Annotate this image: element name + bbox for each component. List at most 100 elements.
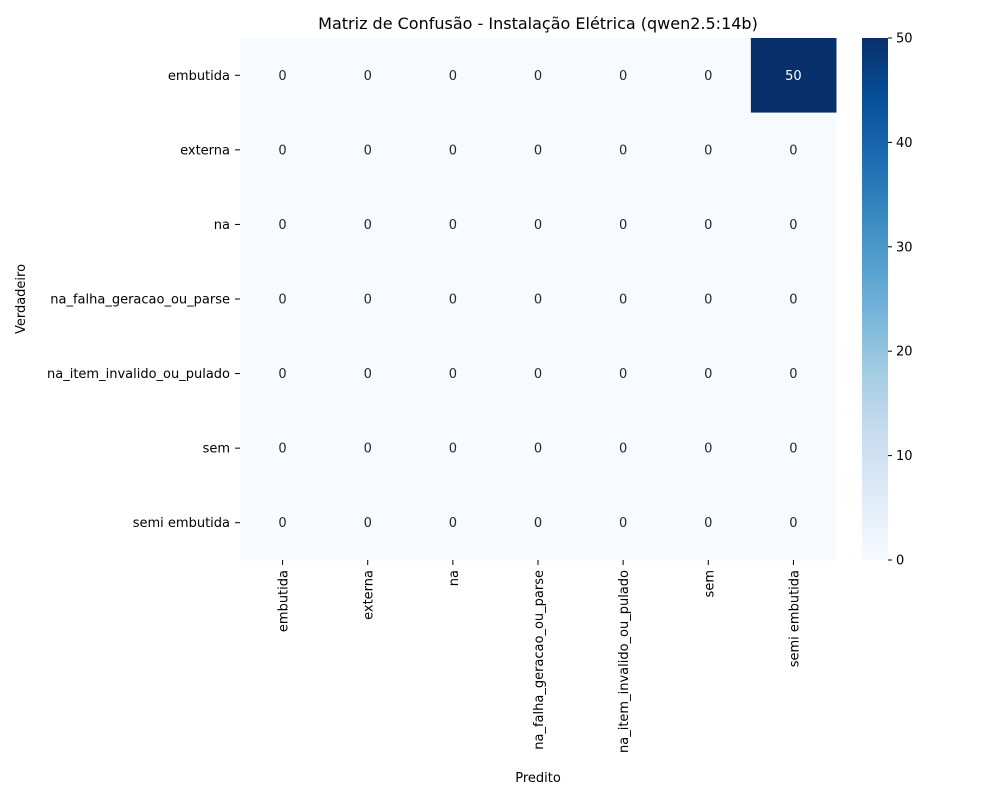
cell-value-label: 0: [449, 367, 457, 382]
heatmap-cell: [410, 187, 496, 263]
heatmap-cell: [325, 261, 411, 337]
heatmap-cell: [750, 112, 837, 188]
y-tick-label: na_item_invalido_ou_pulado: [47, 367, 230, 382]
colorbar-tick-label: 50: [896, 32, 913, 47]
heatmap-cell: [580, 112, 667, 188]
heatmap-cell: [665, 410, 752, 486]
heatmap-cell: [495, 485, 582, 561]
heatmap-cell: [750, 410, 837, 486]
cell-value-label: 0: [534, 69, 542, 84]
x-tick-label: na_falha_geracao_ou_parse: [532, 570, 547, 750]
heatmap-cell: [325, 336, 411, 412]
cell-value-label: 0: [534, 293, 542, 308]
y-tick-label: embutida: [168, 69, 230, 84]
heatmap-cell: [665, 187, 752, 263]
heatmap-cell: [410, 112, 496, 188]
colorbar-tick-label: 20: [896, 345, 913, 360]
cell-value-label: 0: [534, 367, 542, 382]
heatmap-cell: [665, 336, 752, 412]
cell-value-label: 0: [278, 442, 286, 457]
chart-title: Matriz de Confusão - Instalação Elétrica…: [318, 14, 758, 33]
colorbar-tick-label: 0: [896, 554, 904, 569]
cell-value-label: 0: [619, 218, 627, 233]
cell-value-label: 0: [619, 143, 627, 158]
x-tick-label: externa: [362, 570, 377, 620]
colorbar-tick-label: 30: [896, 240, 913, 255]
heatmap-cell: [325, 410, 411, 486]
cell-value-label: 0: [704, 293, 712, 308]
heatmap-cell: [495, 336, 582, 412]
heatmap-cell: [665, 261, 752, 337]
cell-value-label: 0: [534, 442, 542, 457]
heatmap-cell: [495, 261, 582, 337]
y-tick-label: externa: [180, 143, 230, 158]
cell-value-label: 0: [364, 143, 372, 158]
y-tick-label: sem: [203, 442, 230, 457]
heatmap-cell: [240, 485, 326, 561]
cell-value-label: 0: [789, 293, 797, 308]
y-axis-label: Verdadeiro: [14, 264, 29, 334]
x-axis-label: Predito: [515, 771, 561, 786]
heatmap-cell: [750, 38, 837, 114]
heatmap-cell: [580, 410, 667, 486]
cell-value-label: 0: [278, 516, 286, 531]
cell-value-label: 0: [364, 367, 372, 382]
heatmap-cell: [665, 485, 752, 561]
cell-value-label: 0: [704, 218, 712, 233]
cell-value-label: 0: [704, 367, 712, 382]
heatmap-cell: [325, 112, 411, 188]
heatmap-cell: [240, 410, 326, 486]
cell-value-label: 0: [449, 143, 457, 158]
heatmap-cell: [410, 38, 496, 114]
cell-value-label: 0: [364, 69, 372, 84]
cell-value-label: 0: [619, 69, 627, 84]
cell-value-label: 0: [619, 516, 627, 531]
cell-value-label: 0: [364, 218, 372, 233]
colorbar: [862, 38, 888, 560]
cell-value-label: 0: [704, 442, 712, 457]
heatmap-cell: [580, 336, 667, 412]
cell-value-label: 0: [704, 69, 712, 84]
x-tick-label: semi embutida: [787, 570, 802, 667]
y-tick-label: na_falha_geracao_ou_parse: [50, 293, 230, 308]
cell-value-label: 0: [278, 69, 286, 84]
heatmap-cell: [325, 485, 411, 561]
colorbar-tick-label: 40: [896, 136, 913, 151]
cell-value-label: 0: [619, 442, 627, 457]
heatmap-cell: [750, 485, 837, 561]
heatmap-cell: [240, 261, 326, 337]
heatmap-cell: [495, 410, 582, 486]
x-tick-label: na_item_invalido_ou_pulado: [617, 570, 632, 753]
heatmap-cell: [580, 485, 667, 561]
cell-value-label: 0: [449, 516, 457, 531]
column-labels: embutida externa na na_falha_geracao_ou_par…: [277, 560, 802, 753]
row-labels: embutida externa na na_falha_geracao_ou_par…: [47, 69, 240, 531]
cell-value-label: 0: [449, 218, 457, 233]
cell-value-label: 0: [619, 367, 627, 382]
cell-value-label: 0: [364, 293, 372, 308]
cell-value-label: 0: [364, 516, 372, 531]
heatmap-cell: [580, 261, 667, 337]
heatmap-cell: [665, 38, 752, 114]
x-tick-label: sem: [702, 570, 717, 597]
heatmap-cell: [410, 410, 496, 486]
heatmap-cells: 0 0 0 0 0 0 50 0 0 0 0 0 0 0 0 0 0 0 0 0 0 0 0 0 0 0 0 0 0 0 0 0 0 0 0 0 0 0 0…: [240, 38, 837, 561]
heatmap-cell: [325, 187, 411, 263]
colorbar-ticks: 0 10 20 30 40 50: [888, 32, 913, 569]
cell-value-label: 0: [704, 143, 712, 158]
cell-value-label: 0: [789, 516, 797, 531]
cell-value-label: 0: [278, 293, 286, 308]
cell-value-label: 0: [278, 367, 286, 382]
cell-value-label: 0: [789, 367, 797, 382]
cell-value-label: 0: [449, 442, 457, 457]
heatmap-cell: [410, 485, 496, 561]
cell-value-label: 0: [278, 218, 286, 233]
heatmap-cell: [580, 38, 667, 114]
heatmap-cell: [750, 261, 837, 337]
heatmap-cell: [240, 336, 326, 412]
cell-value-label: 0: [619, 293, 627, 308]
cell-value-label: 0: [534, 143, 542, 158]
y-tick-label: semi embutida: [133, 516, 230, 531]
heatmap-cell: [750, 336, 837, 412]
